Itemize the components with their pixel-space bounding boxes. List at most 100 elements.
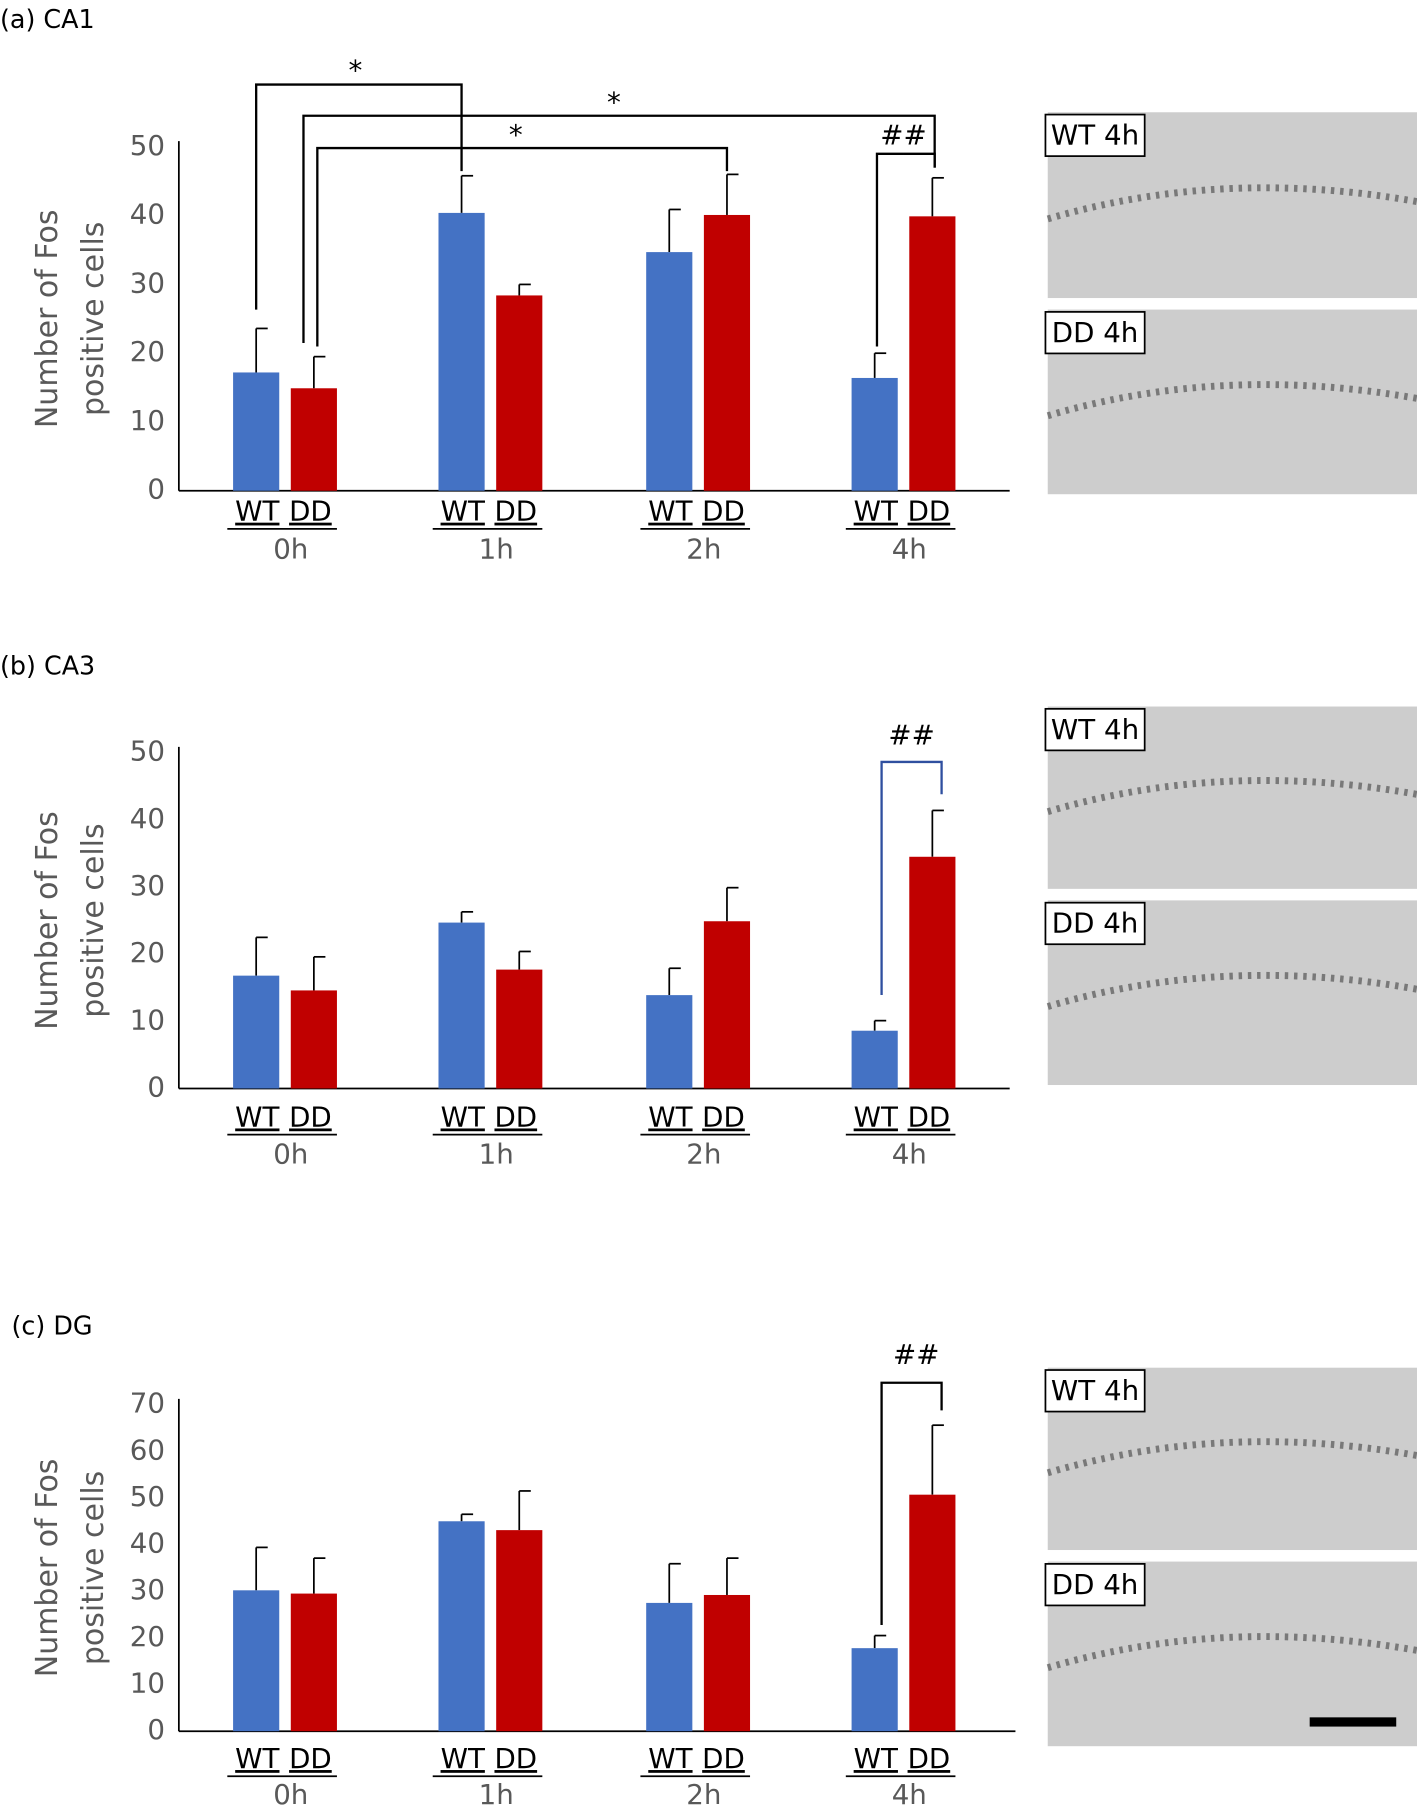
image-label-box [1044,1369,1146,1413]
group-label: WT [648,495,692,528]
group-label: WT [441,1100,485,1133]
image-label-box [1044,311,1146,355]
bar [290,990,337,1089]
bar [909,1494,956,1732]
y-tick-label: 10 [130,1667,165,1700]
significance-bracket [302,114,936,344]
y-tick-label: 0 [147,473,165,506]
group-label: WT [235,495,279,528]
x-tick-label: 2h [686,533,721,566]
bar [496,1530,543,1732]
bar [851,1030,898,1089]
group-label: DD [908,495,951,528]
group-label: WT [854,1100,898,1133]
image-label-box [1044,1563,1146,1607]
y-axis-label: Number of Fos [30,1459,65,1678]
x-tick-label: 2h [686,1137,721,1170]
group-label: DD [702,1742,745,1775]
group-label: WT [235,1742,279,1775]
image-label-box [1044,901,1146,946]
bar [851,377,898,491]
group-label: DD [494,1742,537,1775]
significance-bracket [880,760,943,996]
group-label: WT [441,495,485,528]
group-label: DD [289,1742,332,1775]
group-label: DD [289,1100,332,1133]
x-tick-label: 1h [479,1137,514,1170]
image-label-box [1044,113,1146,157]
bar [646,1602,693,1732]
bar [851,1648,898,1732]
annotation: ## [888,719,934,752]
bar [290,388,337,491]
bar [496,295,543,491]
image-label: DD 4h [1052,1568,1139,1601]
y-tick-label: 40 [130,1527,165,1560]
bar [909,856,956,1089]
image-label: DD 4h [1052,907,1139,940]
x-tick-label: 1h [479,533,514,566]
image-label: WT 4h [1051,1374,1139,1407]
y-tick-label: 20 [130,936,165,969]
y-tick-label: 50 [130,129,165,162]
x-tick-label: 4h [892,533,927,566]
significance-bracket [875,152,904,347]
significance-bracket [880,1381,943,1626]
y-tick-label: 50 [130,1480,165,1513]
bar [233,1590,280,1732]
y-axis-label: Number of Fos [30,811,65,1030]
image-label: WT 4h [1051,713,1139,746]
bar [438,212,485,491]
group-label: WT [854,495,898,528]
bar [646,252,693,491]
y-axis-label: positive cells [76,1471,111,1665]
panel-title: (a) CA1 [0,4,95,34]
y-tick-label: 60 [130,1433,165,1466]
y-tick-label: 0 [147,1070,165,1103]
image-label: DD 4h [1052,316,1139,349]
group-label: DD [289,495,332,528]
significance-bracket [903,152,936,168]
group-label: WT [854,1742,898,1775]
y-axis-label: positive cells [76,222,111,416]
panel: (a) CA1 0 10 20 30 40 50 Number of Fos positive … [0,4,1417,566]
bar [703,921,751,1089]
significance-bracket [316,146,729,347]
significance-bracket [255,83,463,310]
group-label: WT [648,1100,692,1133]
panel-title: (b) CA3 [0,650,95,680]
group-label: DD [702,1100,745,1133]
panel: (b) CA3 0 10 20 30 40 50 Number of Fos positive … [0,650,1417,1170]
cell-layer [1046,184,1417,223]
annotation: * [607,86,621,119]
annotation: ## [880,118,926,151]
scale-bar [1309,1717,1397,1727]
cell-layer [1046,381,1417,420]
group-label: DD [494,1100,537,1133]
x-tick-label: 1h [479,1778,514,1810]
group-label: DD [908,1100,951,1133]
y-tick-label: 10 [130,404,165,437]
y-tick-label: 0 [147,1713,165,1746]
group-label: DD [908,1742,951,1775]
bar [703,214,751,491]
bar [438,922,485,1089]
bar [233,975,280,1089]
panel: (c) DG 0 10 20 30 40 50 60 70 Number of Fos positi… [12,1310,1417,1811]
y-tick-label: 50 [130,735,165,768]
bar [438,1521,485,1732]
cell-layer [1046,777,1417,815]
annotation: ## [893,1338,939,1371]
bar [909,216,956,491]
group-label: WT [235,1100,279,1133]
bar [290,1593,337,1732]
cell-layer [1046,1633,1417,1672]
y-tick-label: 40 [130,802,165,835]
group-label: WT [441,1742,485,1775]
y-tick-label: 20 [130,1620,165,1653]
x-tick-label: 0h [273,533,308,566]
y-tick-label: 30 [130,869,165,902]
x-tick-label: 0h [273,1137,308,1170]
x-tick-label: 4h [892,1137,927,1170]
